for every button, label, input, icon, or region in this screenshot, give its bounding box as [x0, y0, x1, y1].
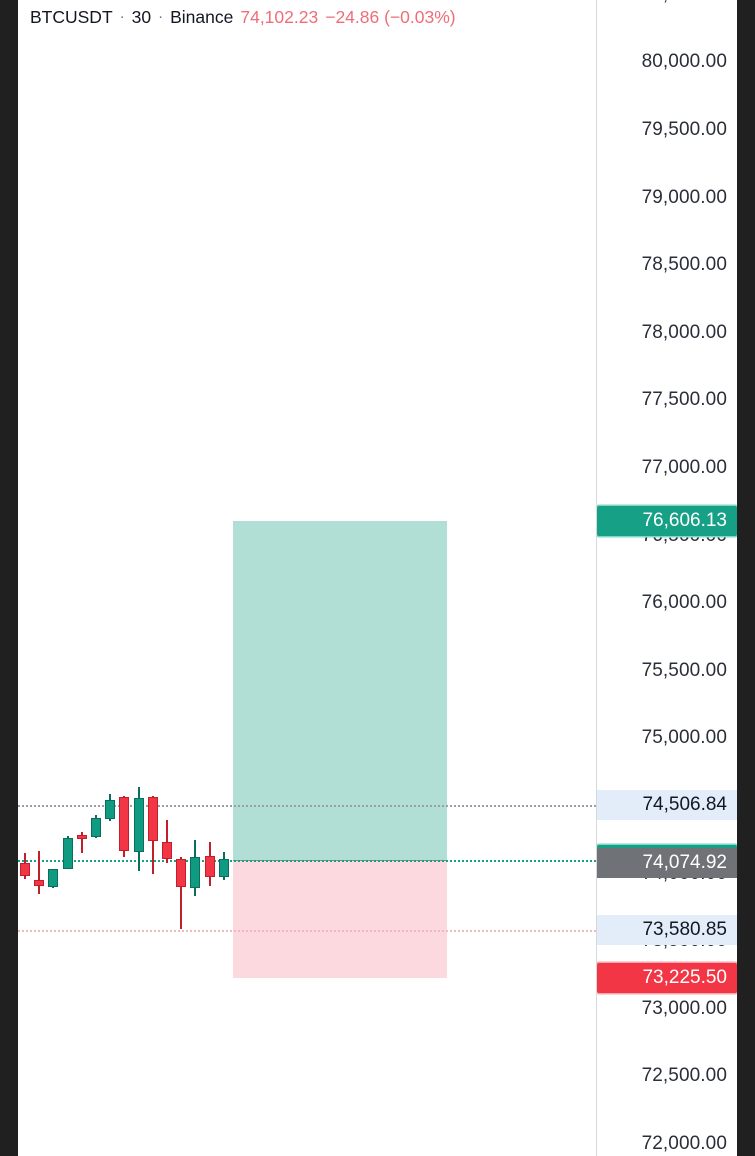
price-tick: 77,000.00 — [641, 456, 727, 478]
candle-body[interactable] — [218, 859, 229, 877]
right-gutter — [737, 0, 755, 1156]
price-tick: 79,000.00 — [641, 186, 727, 208]
legend-change: −24.86 (−0.03%) — [325, 7, 456, 27]
left-gutter — [0, 0, 18, 1156]
chart-pane[interactable] — [18, 0, 596, 1156]
candle-body[interactable] — [119, 797, 130, 852]
candle-body[interactable] — [190, 856, 201, 888]
candle-wick — [80, 831, 83, 854]
price-tick: 73,000.00 — [641, 997, 727, 1019]
price-tick: 79,500.00 — [641, 118, 727, 140]
price-tick: 78,000.00 — [641, 321, 727, 343]
candle-body[interactable] — [34, 879, 45, 887]
entry-price-badge[interactable]: 74,074.92 — [597, 848, 737, 879]
legend-separator-2: · — [158, 8, 164, 25]
price-tick: 72,000.00 — [641, 1132, 727, 1154]
price-scale[interactable]: 80,500.00 80,000.00 79,500.00 79,000.00 78,5… — [597, 0, 737, 1156]
price-tick: 72,500.00 — [641, 1065, 727, 1087]
price-tick: 76,000.00 — [641, 592, 727, 614]
candlestick-series[interactable] — [18, 0, 596, 1156]
price-tick: 80,000.00 — [641, 51, 727, 73]
high-value: 74,506.84 — [606, 789, 737, 820]
loss-zone[interactable] — [233, 859, 447, 979]
candle-body[interactable] — [20, 862, 30, 876]
low-price-badge[interactable]: Low73,580.85 — [597, 915, 737, 946]
legend-separator-1: · — [119, 8, 125, 25]
legend-last-price: 74,102.23 — [240, 7, 319, 27]
candle-body[interactable] — [147, 797, 158, 842]
low-price-line — [18, 930, 596, 933]
price-tick: 77,500.00 — [641, 389, 727, 411]
candle-body[interactable] — [48, 868, 59, 888]
candle-body[interactable] — [105, 799, 116, 820]
low-tag: Low — [597, 915, 606, 946]
candle-wick — [180, 857, 183, 929]
chart-legend[interactable]: BTCUSDT · 30 · Binance 74,102.23 −24.86 … — [30, 6, 456, 28]
entry-value: 74,074.92 — [597, 848, 737, 879]
interval-label[interactable]: 30 — [131, 7, 152, 27]
stop-loss-price-badge[interactable]: 73,225.50 — [597, 963, 737, 994]
candle-wick — [38, 850, 41, 895]
take-profit-value: 76,606.13 — [597, 506, 737, 537]
exchange-label[interactable]: Binance — [170, 7, 234, 27]
price-tick: 78,500.00 — [641, 254, 727, 276]
candle-wick — [166, 820, 168, 863]
candle-body[interactable] — [162, 841, 172, 860]
stop-loss-value: 73,225.50 — [597, 963, 737, 994]
candle-body[interactable] — [133, 797, 144, 852]
symbol-label[interactable]: BTCUSDT — [30, 7, 113, 27]
candle-body[interactable] — [76, 834, 87, 839]
profit-zone[interactable] — [233, 521, 447, 860]
candle-body[interactable] — [62, 837, 73, 869]
candle-body[interactable] — [204, 855, 215, 877]
price-tick: 80,500.00 — [642, 0, 727, 6]
price-tick: 75,000.00 — [641, 727, 727, 749]
take-profit-price-badge[interactable]: 76,606.13 — [597, 506, 737, 537]
candle-body[interactable] — [91, 818, 101, 837]
low-value: 73,580.85 — [606, 915, 737, 946]
price-tick: 75,500.00 — [641, 659, 727, 681]
candle-body[interactable] — [176, 858, 187, 888]
high-price-line — [18, 804, 596, 807]
high-price-badge[interactable]: High74,506.84 — [597, 789, 737, 820]
high-tag: High — [597, 789, 606, 820]
pane-separator — [596, 0, 597, 1156]
last-price-line — [18, 859, 596, 862]
